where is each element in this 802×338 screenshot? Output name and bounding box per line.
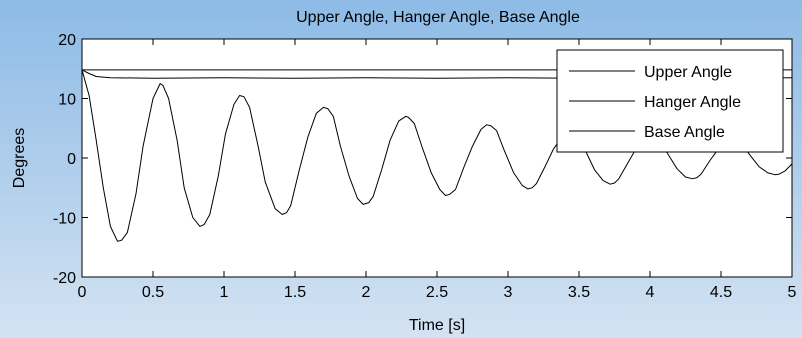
x-axis-label: Time [s] [409,317,465,334]
x-tick-label: 4.5 [710,284,732,301]
x-tick-label: 3.5 [568,284,590,301]
x-tick-label: 2 [362,284,371,301]
y-tick-labels: -20 -10 0 10 20 [53,32,76,287]
chart-title: Upper Angle, Hanger Angle, Base Angle [296,9,580,26]
legend-label-hanger-angle: Hanger Angle [644,94,741,111]
x-tick-label: 4 [646,284,655,301]
x-tick-label: 0.5 [142,284,164,301]
x-tick-label: 1.5 [284,284,306,301]
y-axis-label: Degrees [11,128,28,188]
y-tick-label: -10 [53,211,76,228]
legend-label-base-angle: Base Angle [644,124,725,141]
y-tick-label: 0 [67,151,76,168]
series-line-base-angle [81,69,793,242]
y-tick-label: 10 [58,92,76,109]
x-tick-label: 5 [788,284,797,301]
legend: Upper Angle Hanger Angle Base Angle [556,49,784,153]
y-tick-label: -20 [53,270,76,287]
x-tick-label: 0 [78,284,87,301]
y-tick-label: 20 [58,32,76,49]
axis-ticks [81,38,793,278]
x-tick-labels: 0 0.5 1 1.5 2 2.5 3 3.5 4 4.5 5 [78,284,797,301]
legend-label-upper-angle: Upper Angle [644,64,732,81]
x-tick-label: 2.5 [426,284,448,301]
x-tick-label: 3 [504,284,513,301]
x-tick-label: 1 [220,284,229,301]
